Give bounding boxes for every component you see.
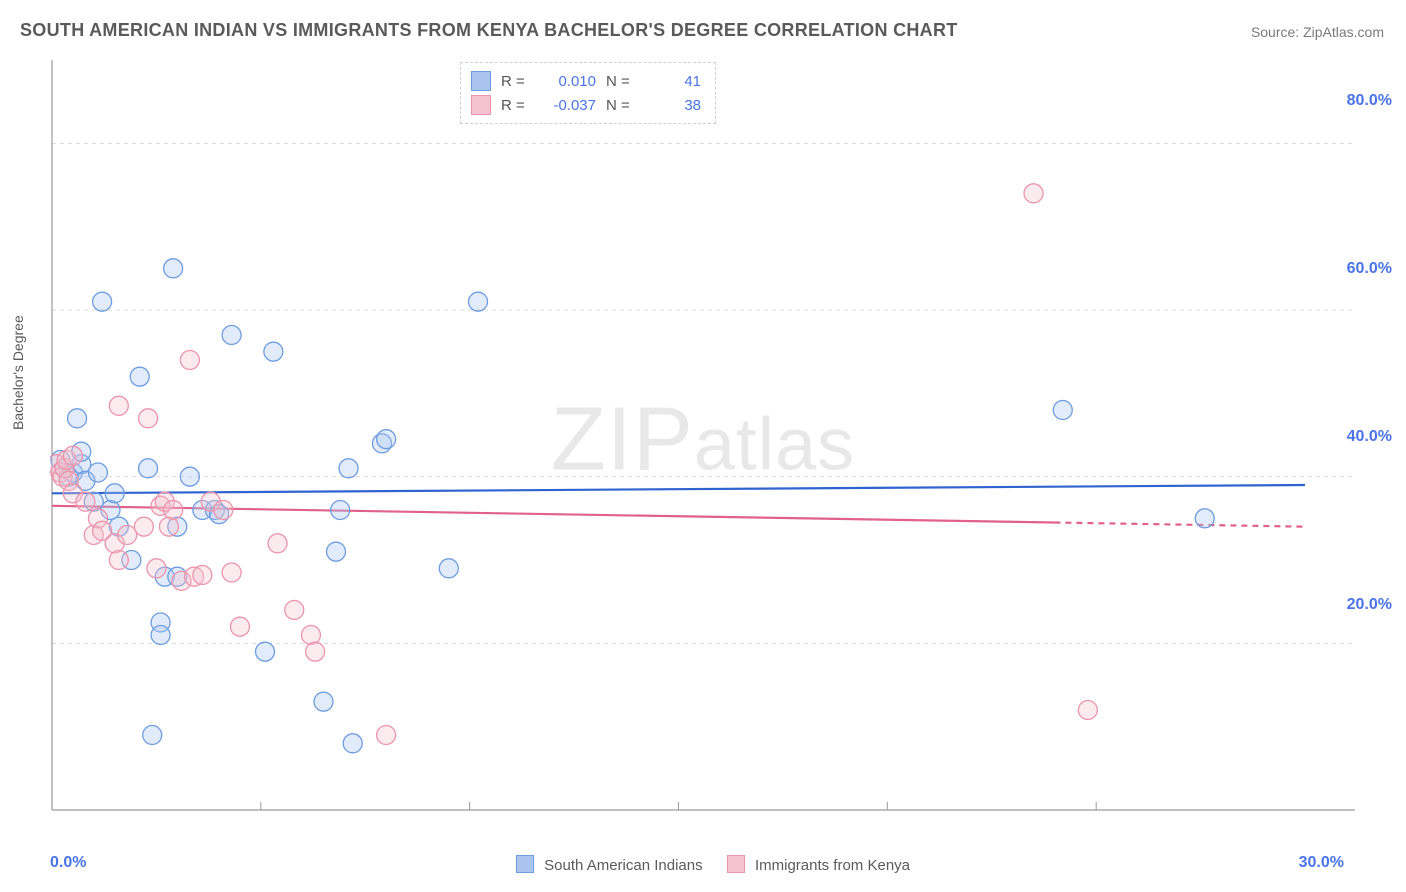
- y-axis-label: Bachelor's Degree: [10, 315, 26, 430]
- y-axis-tick-60: 60.0%: [1347, 260, 1392, 278]
- y-axis-tick-40: 40.0%: [1347, 428, 1392, 446]
- legend-r-value-1: 0.010: [541, 73, 596, 90]
- legend-n-value-1: 41: [646, 73, 701, 90]
- legend-swatch-sai: [516, 855, 534, 873]
- legend-swatch-2: [471, 95, 491, 115]
- y-axis-tick-20: 20.0%: [1347, 596, 1392, 614]
- scatter-plot: [50, 58, 1355, 818]
- legend-swatch-kenya: [727, 855, 745, 873]
- legend-r-value-2: -0.037: [541, 97, 596, 114]
- x-axis-tick-min: 0.0%: [50, 854, 86, 872]
- legend-n-value-2: 38: [646, 97, 701, 114]
- legend-n-label: N =: [606, 97, 636, 114]
- x-axis-tick-max: 30.0%: [1299, 854, 1344, 872]
- legend-n-label: N =: [606, 73, 636, 90]
- series-legend: South American Indians Immigrants from K…: [0, 855, 1406, 874]
- legend-label-sai: South American Indians: [544, 857, 702, 874]
- correlation-legend: R = 0.010 N = 41 R = -0.037 N = 38: [460, 62, 716, 124]
- legend-row-series-2: R = -0.037 N = 38: [471, 93, 701, 117]
- legend-row-series-1: R = 0.010 N = 41: [471, 69, 701, 93]
- chart-title: SOUTH AMERICAN INDIAN VS IMMIGRANTS FROM…: [20, 20, 958, 41]
- source-attribution: Source: ZipAtlas.com: [1251, 24, 1384, 40]
- legend-r-label: R =: [501, 73, 531, 90]
- legend-label-kenya: Immigrants from Kenya: [755, 857, 910, 874]
- legend-r-label: R =: [501, 97, 531, 114]
- y-axis-tick-80: 80.0%: [1347, 92, 1392, 110]
- legend-swatch-1: [471, 71, 491, 91]
